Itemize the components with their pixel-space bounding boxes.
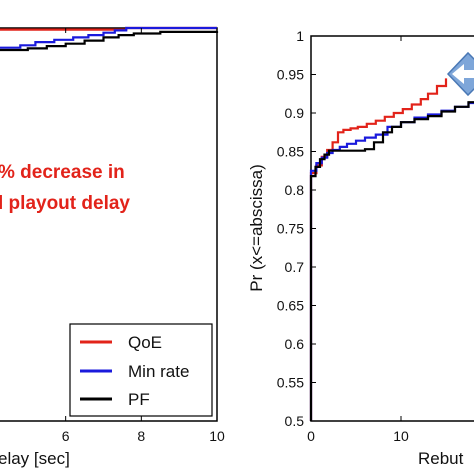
right-y-tick-label: 0.8 (285, 182, 305, 198)
left-series-line-pf (0, 30, 219, 52)
right-ticks-group: 0 10 0.5 0.55 0.6 0.65 0.7 0.75 0.8 0.85 0.9 0.95 1 (277, 28, 409, 444)
annotation-line-2: l playout delay (0, 193, 130, 214)
right-series-group (309, 78, 474, 421)
legend-label-pf: PF (128, 390, 150, 409)
right-panel: 0 100.50.550.60.650.70.750.80.850.90.951 … (247, 28, 474, 468)
diamond-arrow-marker (446, 51, 474, 97)
left-series-group (0, 26, 219, 52)
right-y-tick-label: 0.9 (285, 105, 305, 121)
right-series-line-pf (309, 101, 474, 421)
right-y-tick-label: 1 (296, 28, 304, 44)
right-y-tick-label: 0.65 (277, 298, 304, 314)
legend-label-qoe: QoE (128, 333, 162, 352)
legend: QoE Min rate PF (69, 323, 213, 417)
left-x-tick-label: 6 (62, 428, 70, 444)
legend-label-min-rate: Min rate (128, 362, 189, 381)
left-series-line-min-rate (0, 26, 217, 49)
left-x-axis-label: elay [sec] (0, 449, 70, 468)
right-series-line-min-rate (309, 101, 474, 421)
right-y-tick-label: 0.95 (277, 67, 304, 83)
right-y-tick-label: 0.85 (277, 144, 304, 160)
right-y-tick-label: 0.7 (285, 259, 305, 275)
left-plot-frame (0, 27, 218, 422)
right-y-tick-label: 0.55 (277, 375, 304, 391)
right-x-tick-label: 10 (393, 428, 409, 444)
right-x-tick-label: 0 (307, 428, 315, 444)
right-x-axis-label: Rebut (418, 449, 464, 468)
annotation-line-1: % decrease in (0, 162, 125, 183)
right-plot-frame (310, 35, 474, 422)
right-series-line-qoe (309, 78, 448, 421)
right-y-axis-label: Pr (x<=abscissa) (247, 164, 266, 292)
left-x-tick-label: 8 (137, 428, 145, 444)
right-y-tick-label: 0.5 (285, 413, 305, 429)
left-panel: 6 8 10 elay [sec] % decrease in l playout … (0, 26, 225, 468)
right-y-tick-label: 0.6 (285, 336, 305, 352)
marker-arrow (452, 64, 474, 84)
left-ticks-group: 6 8 10 (62, 28, 225, 444)
right-y-tick-label: 0.75 (277, 221, 304, 237)
left-x-tick-label: 10 (209, 428, 225, 444)
